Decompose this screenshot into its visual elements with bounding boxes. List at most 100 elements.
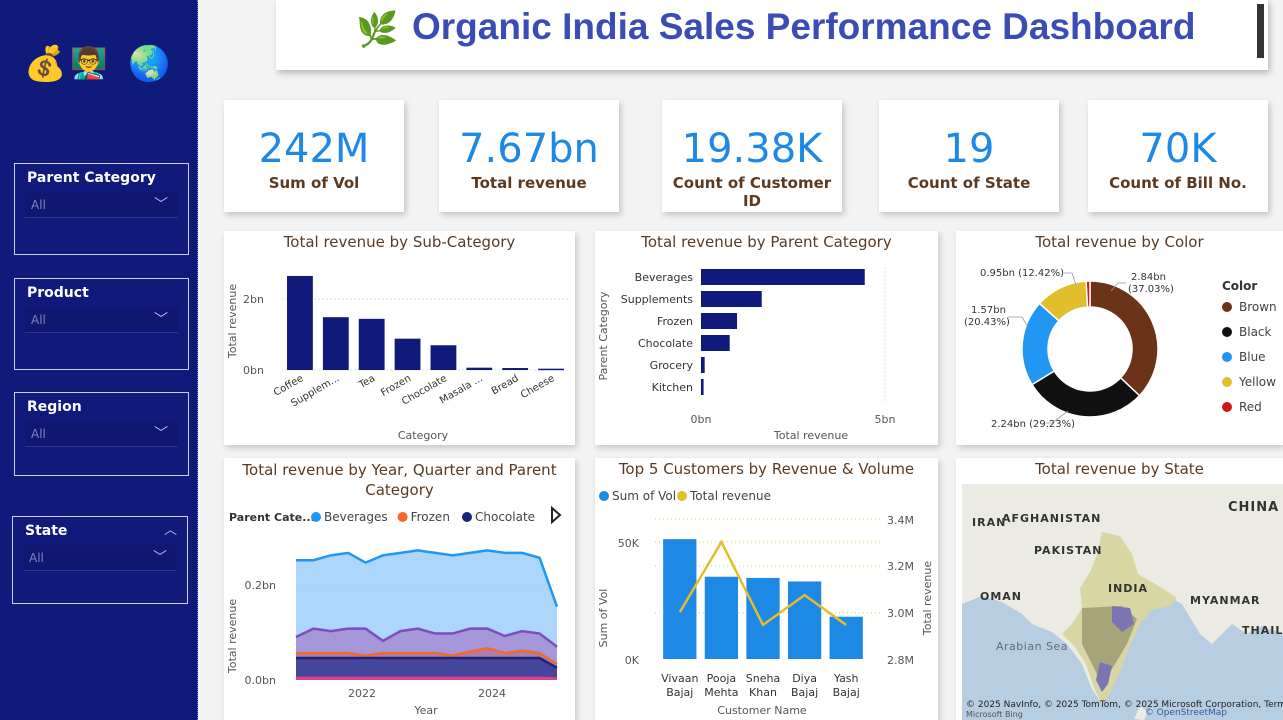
legend-label[interactable]: Chocolate <box>475 510 535 524</box>
slicer-dropdown[interactable]: All ﹀ <box>25 192 178 218</box>
presentation-icon[interactable]: 👨‍🏫 <box>70 46 108 81</box>
map-canvas[interactable]: IRAN AFGHANISTAN PAKISTAN CHINA INDIA OM… <box>962 484 1283 720</box>
chart-yearly-area[interactable]: Total revenue by Year, Quarter and Paren… <box>224 458 575 720</box>
slicer-value: All <box>31 313 46 327</box>
y-tick-label: Chocolate <box>638 337 693 350</box>
series-line[interactable] <box>296 656 558 669</box>
x-tick-label: Bread <box>490 373 521 397</box>
bar[interactable] <box>746 577 780 659</box>
legend-marker <box>1222 302 1232 312</box>
x-tick-label: Khan <box>749 686 777 699</box>
bar[interactable] <box>829 616 863 659</box>
slicer-title: Region <box>27 399 82 415</box>
series-line[interactable] <box>295 627 558 648</box>
kpi-card-bills[interactable]: 70K Count of Bill No. <box>1088 100 1268 212</box>
kpi-card-revenue[interactable]: 7.67bn Total revenue <box>439 100 619 212</box>
x-tick-label: 2022 <box>348 687 376 700</box>
legend-label[interactable]: Beverages <box>324 510 388 524</box>
kpi-value: 19 <box>943 126 995 172</box>
series-line[interactable] <box>296 646 558 666</box>
chevron-down-icon: ﹀ <box>153 550 167 566</box>
kpi-card-states[interactable]: 19 Count of State <box>879 100 1059 212</box>
slicer-value: All <box>31 198 46 212</box>
bar[interactable] <box>701 291 762 307</box>
money-bag-icon[interactable]: 💰 <box>24 44 67 84</box>
bar[interactable] <box>701 269 865 285</box>
slicer-title: Parent Category <box>27 170 156 186</box>
legend-label[interactable]: Yellow <box>1238 375 1276 389</box>
legend-label[interactable]: Total revenue <box>689 489 771 503</box>
slicer-region: Region All ﹀ <box>14 392 189 476</box>
legend-label[interactable]: Black <box>1239 325 1272 339</box>
bar[interactable] <box>701 313 738 329</box>
chart-top-customers[interactable]: Top 5 Customers by Revenue & Volume Sum … <box>595 458 938 720</box>
slicer-product: Product All ﹀ <box>14 278 189 370</box>
slicer-dropdown[interactable]: All ﹀ <box>25 421 178 447</box>
bar[interactable] <box>394 338 421 370</box>
revenue-line[interactable] <box>678 539 847 627</box>
chart-title-line: Category <box>365 481 434 499</box>
legend-label[interactable]: Blue <box>1239 350 1266 364</box>
x-tick-label: Bajaj <box>666 686 693 699</box>
area-series[interactable] <box>296 658 557 680</box>
legend-label[interactable]: Brown <box>1239 300 1277 314</box>
kpi-value: 19.38K <box>681 126 823 172</box>
leaf-icon: 🌿 <box>356 10 399 50</box>
state-highlight <box>1096 662 1112 692</box>
chart-color-donut[interactable]: Total revenue by Color Color 2.84bn (37.0… <box>956 231 1283 445</box>
bar[interactable] <box>704 576 739 659</box>
data-label: (20.43%) <box>964 317 1010 328</box>
play-next-icon[interactable] <box>551 505 562 525</box>
sidebar: 💰 👨‍🏫 🌏 Parent Category All ﹀ Product Al… <box>0 0 198 720</box>
chart-parent-category[interactable]: Total revenue by Parent Category Parent … <box>595 231 938 445</box>
y-tick-label: Grocery <box>650 359 694 372</box>
bar[interactable] <box>663 539 697 659</box>
map-label: THAILAND <box>1242 624 1283 637</box>
kpi-card-volume[interactable]: 242M Sum of Vol <box>224 100 404 212</box>
bar[interactable] <box>701 335 730 351</box>
data-label: (37.03%) <box>1128 284 1174 295</box>
kpi-card-customers[interactable]: 19.38K Count of Customer ID <box>662 100 842 212</box>
slicer-dropdown[interactable]: All ﹀ <box>23 545 177 571</box>
bar[interactable] <box>701 357 705 373</box>
slicer-dropdown[interactable]: All ﹀ <box>25 307 178 333</box>
bar[interactable] <box>502 368 529 370</box>
bar[interactable] <box>701 379 704 395</box>
bar[interactable] <box>322 317 349 370</box>
globe-icon[interactable]: 🌏 <box>128 44 171 84</box>
bar[interactable] <box>538 368 564 371</box>
bar[interactable] <box>287 275 313 370</box>
osm-link[interactable]: © OpenStreetMap <box>1144 708 1227 718</box>
leader-line <box>1064 272 1077 286</box>
slicer-title: State <box>25 523 68 539</box>
bar[interactable] <box>466 367 493 370</box>
state-highlight <box>1112 606 1134 632</box>
kpi-value: 70K <box>1139 126 1217 172</box>
series-line[interactable] <box>296 549 559 608</box>
map-copyright: © 2025 NavInfo, © 2025 TomTom, © 2025 Mi… <box>966 700 1283 710</box>
chart-subcategory[interactable]: Total revenue by Sub-Category Total reve… <box>224 231 575 445</box>
x-tick-label: Cheese <box>519 373 557 401</box>
map-label: Arabian Sea <box>996 640 1069 653</box>
legend-label[interactable]: Red <box>1239 400 1262 414</box>
parent-svg: Parent Category 0bn 5bn Total revenue Be… <box>597 267 896 442</box>
x-tick-label: 5bn <box>875 413 896 426</box>
chart-state-map[interactable]: Total revenue by State IRAN AFGHANISTAN … <box>956 458 1283 720</box>
donut-slice[interactable] <box>1085 280 1091 308</box>
x-tick-label: Yash <box>833 672 859 685</box>
chart-title: Total revenue by Parent Category <box>641 233 892 251</box>
legend-marker <box>677 491 687 501</box>
legend-label[interactable]: Frozen <box>411 510 450 524</box>
y-axis-label: Total revenue <box>226 284 239 359</box>
bar[interactable] <box>358 318 385 370</box>
chart-title: Total revenue by Sub-Category <box>283 233 516 251</box>
x-tick-label: Vivaan <box>661 672 698 685</box>
x-tick-label: Bajaj <box>791 686 818 699</box>
chevron-up-icon[interactable]: ︿ <box>163 523 177 538</box>
bar[interactable] <box>430 345 457 370</box>
kpi-label: Count of Customer ID <box>672 174 832 210</box>
legend-label[interactable]: Sum of Vol <box>612 489 676 503</box>
donut-slice[interactable] <box>1089 280 1159 397</box>
legend-marker <box>1222 352 1232 362</box>
bar[interactable] <box>787 581 822 659</box>
